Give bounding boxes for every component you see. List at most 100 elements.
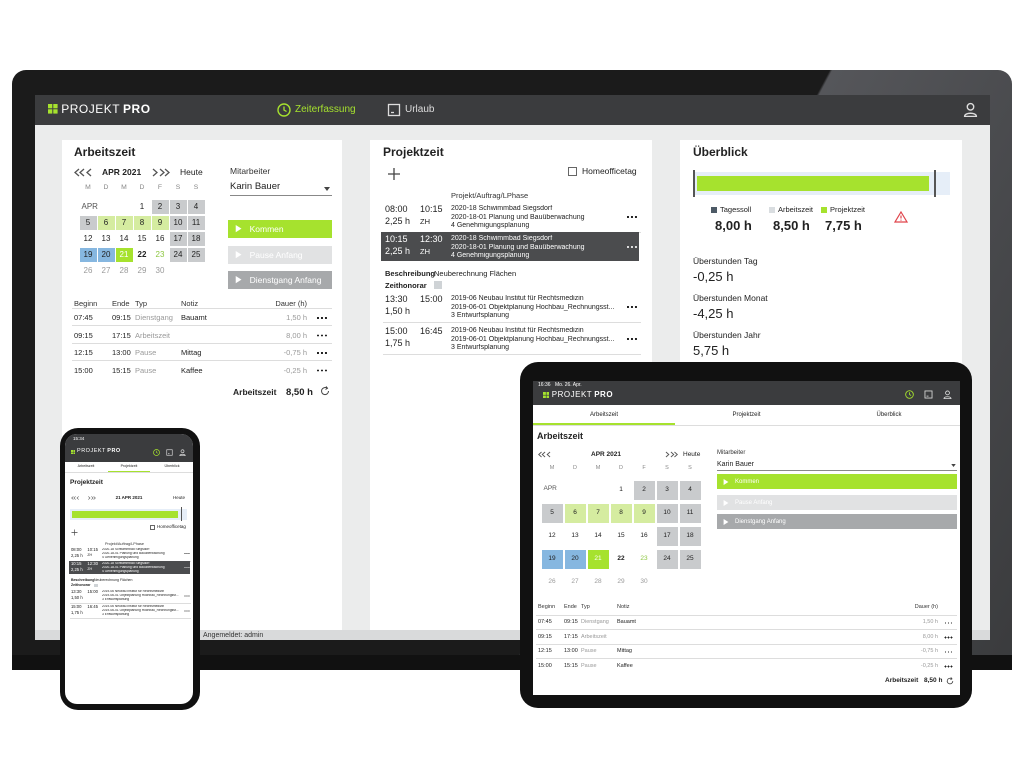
column-header: Dauer (h)	[275, 299, 307, 308]
legend-name: Projektzeit	[830, 205, 866, 214]
entry-duration: 2,25 h	[70, 566, 83, 572]
section-title: Projektzeit	[70, 479, 103, 486]
today-button: Heute	[173, 495, 186, 500]
project-line: 2019-06-01 Objektplanung Hochbau_Rechnun…	[451, 335, 615, 343]
start-time: 07:45	[538, 619, 552, 625]
start-time: 09:15	[74, 330, 93, 340]
calendar-day: 27	[571, 577, 579, 585]
entry-duration: 2,25 h	[385, 216, 411, 226]
project-line: 3 Entwurfsplanung	[101, 598, 130, 602]
calendar-day: 26	[83, 265, 93, 275]
calendar-day: 24	[169, 248, 187, 262]
more-menu	[316, 351, 328, 355]
row-divider	[383, 322, 641, 323]
entry-duration: 1,50 h	[922, 619, 938, 625]
weekday: F	[157, 184, 163, 191]
end-time: 16:45	[87, 604, 98, 610]
action-button-label: Kommen	[249, 223, 284, 234]
select-underline	[230, 195, 332, 196]
entry-note: Bauamt	[181, 313, 207, 322]
more-menu	[944, 636, 953, 639]
tab[interactable]: Überblick	[164, 464, 180, 468]
brand-strong: PRO	[594, 390, 614, 399]
action-button[interactable]: Dienstgang Anfang	[228, 271, 332, 289]
calendar-day: 1	[619, 485, 623, 493]
project-line: 2020-18 Schwimmbad Siegsdorf	[101, 562, 150, 566]
checkbox	[150, 525, 155, 530]
project-line: 2019-06 Neubau Institut für Rechtsmedizi…	[101, 605, 165, 609]
entry-type: Pause	[135, 348, 157, 357]
action-button-label: Dienstgang Anfang	[249, 274, 322, 285]
tab[interactable]: Arbeitszeit	[589, 412, 619, 418]
column-header: Projekt/Auftrag/LPhase	[105, 542, 145, 546]
action-button-label: Kommen	[735, 478, 760, 485]
calendar-day: 8	[133, 216, 151, 230]
description: Neuberechnung Flächen	[434, 269, 517, 278]
weekday: D	[103, 184, 109, 191]
calendar-day: 8	[610, 503, 632, 523]
month: APR 2021	[102, 167, 142, 177]
employee: Karin Bauer	[717, 461, 754, 468]
calendar-day: 22	[137, 249, 147, 259]
calendar-day: 3	[656, 480, 678, 500]
project-line: 4 Genehmigungsplanung	[101, 570, 139, 574]
entry-duration: -0,25 h	[920, 662, 938, 669]
calendar-day: 25	[187, 248, 205, 262]
entry-note: Bauamt	[617, 619, 636, 625]
project-line: 3 Entwurfsplanung	[101, 613, 130, 617]
calendar-day: 2	[151, 200, 169, 214]
action-button[interactable]: Pause Anfang	[228, 246, 332, 264]
employee-label: Mitarbeiter	[717, 450, 746, 456]
start-time: 12:15	[538, 648, 552, 654]
tab[interactable]: Überblick	[876, 412, 902, 418]
weekday: S	[193, 184, 199, 191]
total: 8,50 h	[924, 677, 943, 684]
row-divider	[70, 618, 192, 620]
end-time: 17:15	[112, 330, 131, 340]
month-label: APR	[81, 201, 98, 211]
end-time: 15:15	[564, 662, 578, 669]
weekday: D	[139, 184, 145, 191]
fee-code: ZH	[87, 567, 93, 572]
row-divider	[536, 658, 957, 660]
action-button[interactable]: Kommen	[717, 474, 957, 489]
calendar-day: 12	[83, 233, 93, 243]
weekday: D	[573, 465, 577, 471]
play-icon	[723, 499, 729, 506]
tab[interactable]: Projektzeit	[120, 464, 138, 468]
entry-duration: 1,50 h	[70, 594, 83, 600]
play-icon	[723, 478, 729, 485]
end-time: 16:45	[420, 326, 443, 336]
start-time: 13:30	[70, 589, 82, 595]
action-button[interactable]: Kommen	[228, 220, 332, 238]
column-header: Ende	[112, 299, 130, 308]
logo-mark	[48, 104, 58, 114]
calendar-day: 15	[617, 531, 625, 539]
clock-icon	[153, 449, 160, 456]
card-title: Projektzeit	[383, 145, 444, 159]
calendar-day: 6	[564, 503, 586, 523]
vacation-icon	[924, 390, 933, 399]
action-button-label: Pause Anfang	[249, 249, 303, 260]
select-underline	[717, 470, 957, 471]
legend-value: 8,50 h	[773, 218, 810, 233]
stat-value: 5,75 h	[693, 343, 730, 358]
total: 8,50 h	[286, 387, 313, 398]
dropdown-caret	[951, 464, 956, 467]
action-button[interactable]: Pause Anfang	[717, 495, 957, 510]
tab[interactable]: Projektzeit	[732, 412, 761, 418]
end-time: 15:15	[112, 365, 131, 375]
calendar-day: 10	[169, 216, 187, 230]
month-label: APR	[543, 485, 557, 493]
play-icon	[235, 251, 242, 259]
end-time: 12:30	[420, 234, 443, 244]
nav-item: Urlaub	[405, 104, 435, 115]
action-button[interactable]: Dienstgang Anfang	[717, 514, 957, 529]
tab[interactable]: Arbeitszeit	[77, 464, 95, 468]
add-button	[71, 529, 78, 536]
action-button-label: Dienstgang Anfang	[735, 518, 786, 525]
calendar-day: 29	[137, 265, 147, 275]
entry-type: Pause	[581, 662, 597, 669]
calendar-day: 7	[587, 503, 609, 523]
calendar-day: 25	[679, 549, 701, 569]
